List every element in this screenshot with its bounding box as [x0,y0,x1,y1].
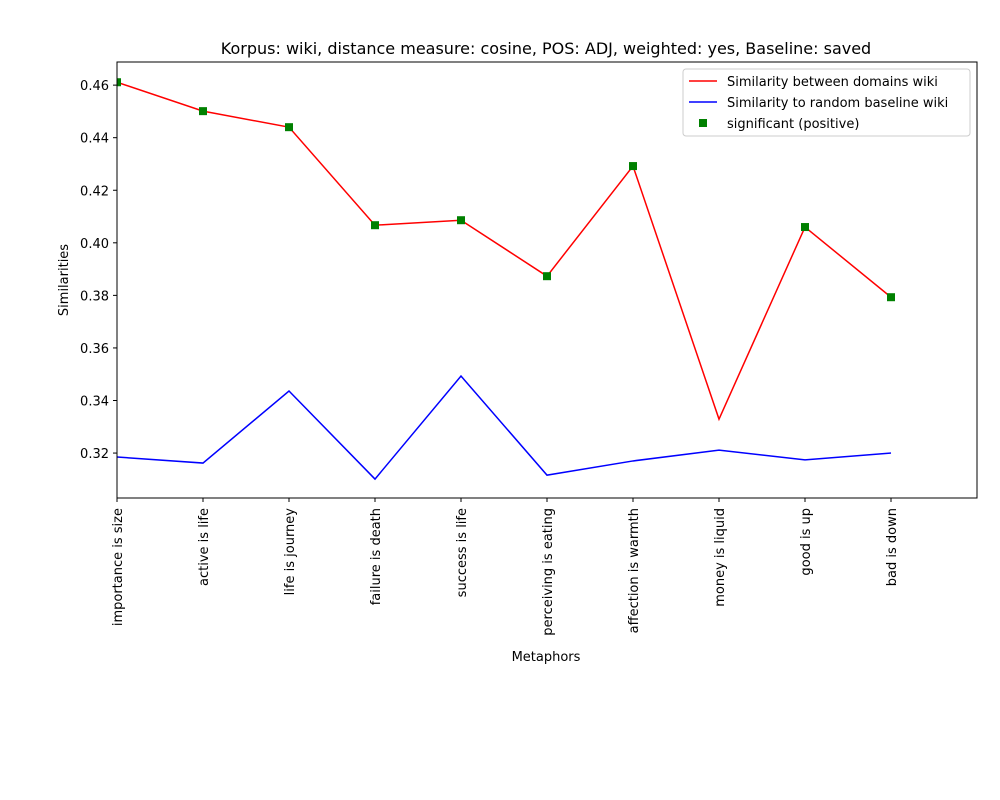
y-tick-label: 0.36 [80,342,109,357]
marker [543,272,551,281]
legend-label: significant (positive) [727,117,859,132]
x-tick-label: money is liquid [713,508,728,607]
x-tick-label: importance is size [111,508,126,626]
marker [371,221,379,230]
x-tick-label: success is life [455,508,470,597]
plot-frame [116,61,978,499]
marker [117,78,121,87]
legend-box [682,68,971,137]
marker [285,123,293,132]
legend-label: Similarity between domains wiki [727,75,938,90]
x-tick-label: active is life [197,508,212,586]
x-tick-label: good is up [799,508,814,576]
chart-title: Korpus: wiki, distance measure: cosine, … [221,39,871,58]
x-tick-label: failure is death [369,508,384,605]
y-tick-label: 0.42 [80,184,109,199]
x-axis-label: Metaphors [512,650,581,665]
y-axis-label: Similarities [57,244,72,316]
marker [457,216,465,225]
y-tick-label: 0.44 [80,132,109,147]
marker [629,162,637,171]
y-tick-label: 0.38 [80,289,109,304]
legend-label: Similarity to random baseline wiki [727,96,948,111]
series-line [117,81,892,422]
x-tick-label: life is journey [283,508,298,596]
x-tick-label: perceiving is eating [541,508,556,636]
marker [801,223,809,232]
legend-marker [699,119,707,127]
y-tick-label: 0.34 [80,394,109,409]
y-tick-label: 0.46 [80,79,109,94]
marker [199,107,207,116]
series-line [117,374,892,481]
y-tick-label: 0.32 [80,447,109,462]
y-tick-label: 0.40 [80,237,109,252]
x-tick-label: affection is warmth [627,508,642,633]
x-tick-label: bad is down [885,508,900,586]
marker [887,293,895,302]
